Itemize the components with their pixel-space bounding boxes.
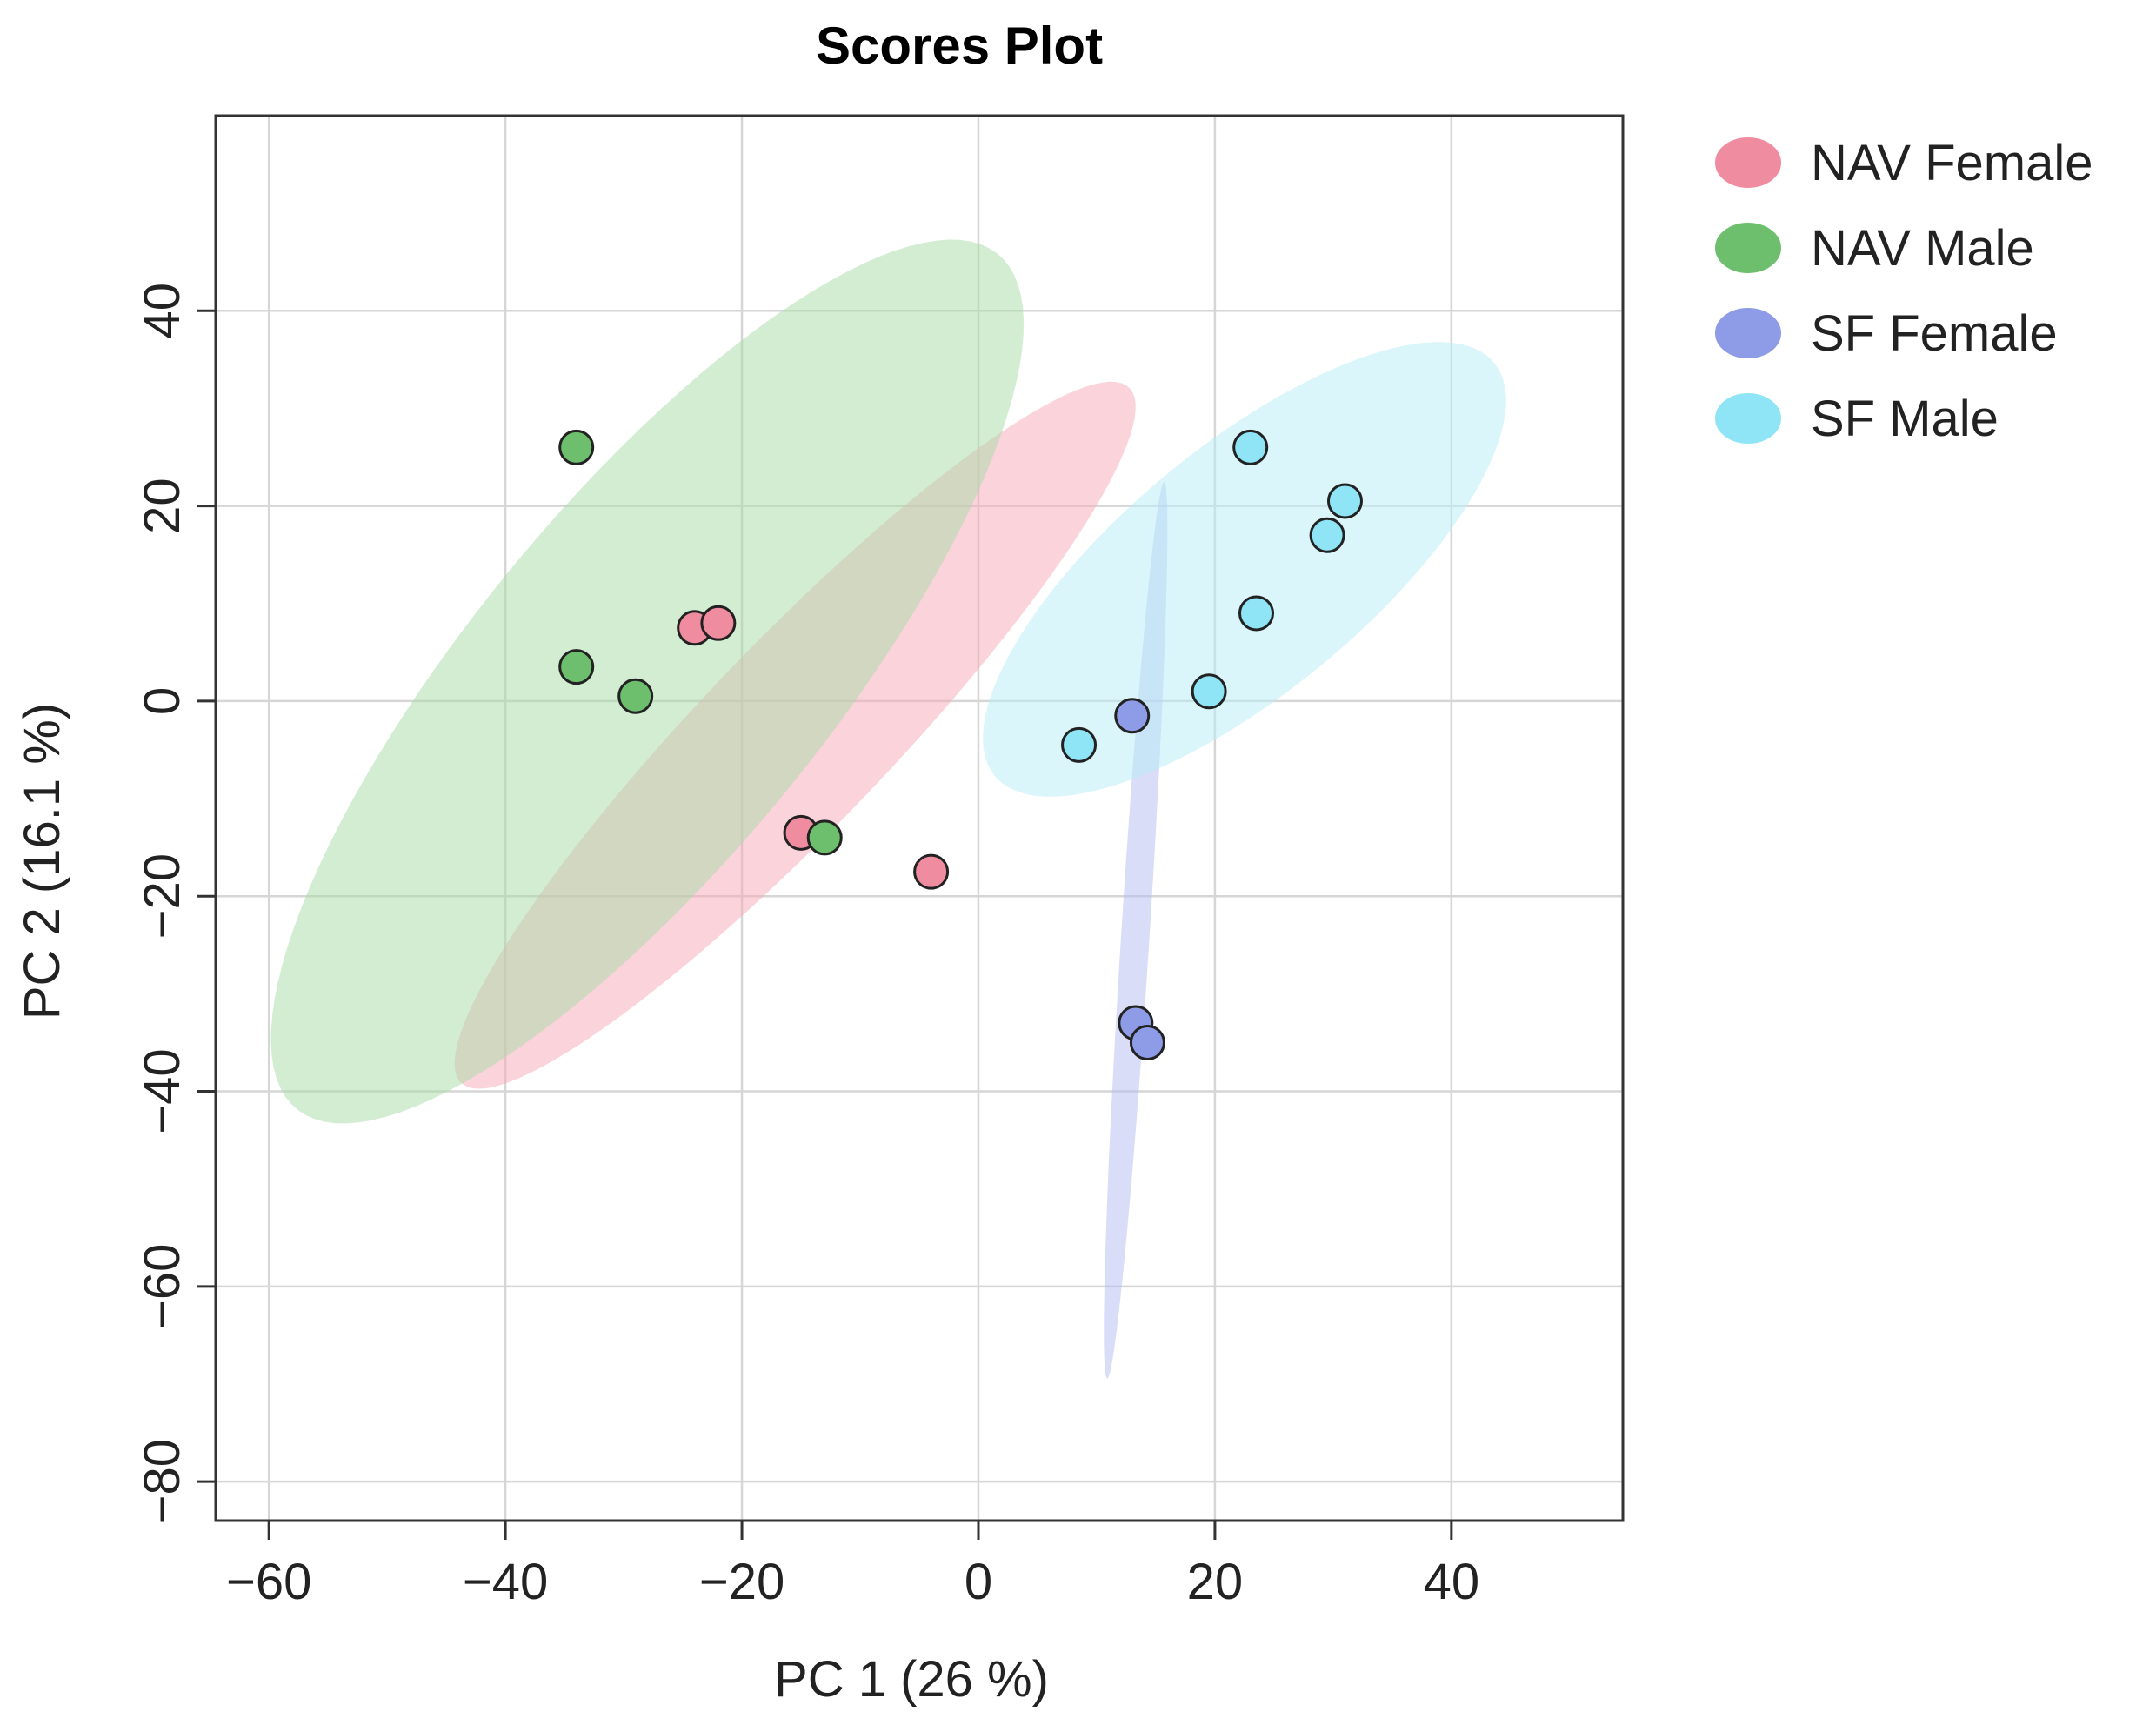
x-tick-label: 20	[1187, 1554, 1244, 1610]
legend-marker-nav-male	[1715, 223, 1781, 273]
point-sf-female	[1114, 698, 1151, 734]
point-nav-male	[558, 649, 595, 685]
point-sf-female	[1129, 1024, 1165, 1060]
ellipse-nav-male	[270, 239, 1024, 1124]
x-axis-label: PC 1 (26 %)	[774, 1651, 1049, 1708]
y-tick-label: 20	[134, 478, 190, 534]
x-tick-label: 0	[965, 1554, 992, 1610]
legend-label: SF Female	[1811, 305, 2058, 362]
legend-marker-nav-female	[1715, 137, 1781, 188]
point-sf-male	[1309, 517, 1345, 553]
point-sf-male	[1238, 595, 1275, 632]
y-tick-label: −40	[134, 1048, 190, 1133]
y-tick-label: 0	[134, 687, 190, 715]
x-tick-label: 40	[1424, 1554, 1480, 1610]
x-tick-label: −40	[463, 1554, 548, 1610]
plot-frame	[214, 114, 1625, 1522]
point-sf-male	[1061, 726, 1098, 763]
point-nav-female	[913, 853, 950, 890]
point-sf-male	[1326, 483, 1363, 519]
point-nav-male	[617, 678, 654, 714]
y-tick-label: −60	[134, 1244, 190, 1329]
point-nav-female	[700, 605, 737, 641]
legend: NAV Female NAV Male SF Female SF Male	[1715, 135, 2093, 447]
legend-marker-sf-female	[1715, 308, 1781, 358]
ellipse-sf-male	[983, 342, 1506, 797]
point-sf-male	[1191, 673, 1227, 710]
point-nav-male	[806, 819, 843, 856]
y-tick-label: −20	[134, 853, 190, 939]
point-sf-male	[1232, 429, 1269, 465]
y-tick-label: 40	[134, 283, 190, 339]
x-tick-label: −60	[226, 1554, 311, 1610]
legend-label: NAV Female	[1811, 135, 2093, 191]
y-tick-label: −80	[134, 1439, 190, 1524]
x-tick-label: −20	[699, 1554, 784, 1610]
chart-title: Scores Plot	[816, 17, 1103, 75]
legend-label: SF Male	[1811, 391, 1999, 447]
plot-area: −60 −40 −20 0 20 40 −80 −60 −40 −20 0 20 40	[134, 114, 1625, 1610]
point-nav-male	[558, 429, 595, 465]
legend-marker-sf-male	[1715, 393, 1781, 444]
y-axis-label: PC 2 (16.1 %)	[14, 703, 70, 1020]
legend-label: NAV Male	[1811, 220, 2034, 277]
